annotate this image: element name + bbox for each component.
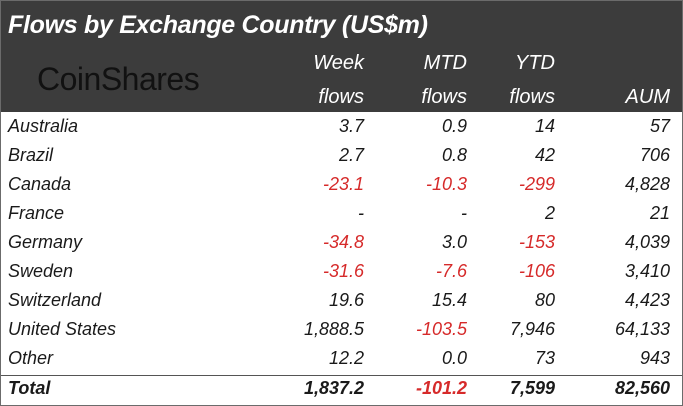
mtd-value: - xyxy=(461,203,467,223)
table-row: Brazil 2.7 0.8 42 706 xyxy=(1,143,682,172)
country-name: Switzerland xyxy=(8,290,102,310)
mtd-value: 15.4 xyxy=(431,290,467,310)
ytd-value: 42 xyxy=(534,145,555,165)
table-body: Australia 3.7 0.9 14 57 Brazil 2.7 0.8 42 706 Cana… xyxy=(1,114,682,375)
table-title: Flows by Exchange Country (US$m) xyxy=(8,11,428,39)
mtd-value: 0.0 xyxy=(441,348,467,368)
ytd-value: 80 xyxy=(534,290,555,310)
coinshares-logo: CoinShares xyxy=(37,61,200,97)
country-name: Brazil xyxy=(8,145,54,165)
table-row: United States 1,888.5 -103.5 7,946 64,133 xyxy=(1,317,682,346)
table-row: Canada -23.1 -10.3 -299 4,828 xyxy=(1,172,682,201)
country-name: Sweden xyxy=(8,261,74,281)
mtd-value: 0.9 xyxy=(441,116,467,136)
table-row: France - - 2 21 xyxy=(1,201,682,230)
mtd-value: 0.8 xyxy=(441,145,467,165)
country-name: United States xyxy=(8,319,117,339)
week-value: 3.7 xyxy=(338,116,364,136)
aum-value: 943 xyxy=(639,348,670,368)
ytd-value: 73 xyxy=(534,348,555,368)
table-row: Sweden -31.6 -7.6 -106 3,410 xyxy=(1,259,682,288)
week-value: - xyxy=(358,203,364,223)
mtd-value: -10.3 xyxy=(425,174,467,194)
ytd-value: -299 xyxy=(518,174,555,194)
country-name: Canada xyxy=(8,174,72,194)
table-row: Other 12.2 0.0 73 943 xyxy=(1,346,682,375)
table-row: Switzerland 19.6 15.4 80 4,423 xyxy=(1,288,682,317)
week-value: -34.8 xyxy=(322,232,364,252)
week-value: 2.7 xyxy=(338,145,364,165)
ytd-value: 2 xyxy=(544,203,555,223)
col-mtd-line1: MTD xyxy=(423,52,467,74)
country-name: Germany xyxy=(8,232,83,252)
ytd-value: 7,946 xyxy=(509,319,555,339)
table-row: Australia 3.7 0.9 14 57 xyxy=(1,114,682,143)
week-value: 1,888.5 xyxy=(303,319,364,339)
aum-value: 57 xyxy=(649,116,670,136)
aum-value: 3,410 xyxy=(624,261,670,281)
mtd-value: -103.5 xyxy=(415,319,467,339)
aum-value: 21 xyxy=(649,203,670,223)
col-week-line1: Week xyxy=(313,52,364,74)
total-mtd: -101.2 xyxy=(415,378,467,398)
aum-value: 4,828 xyxy=(624,174,670,194)
col-ytd-line2: flows xyxy=(509,86,555,108)
aum-value: 64,133 xyxy=(614,319,670,339)
aum-value: 4,039 xyxy=(624,232,670,252)
week-value: 12.2 xyxy=(328,348,364,368)
table-header: Flows by Exchange Country (US$m) CoinSha… xyxy=(1,1,682,112)
mtd-value: -7.6 xyxy=(435,261,467,281)
total-aum: 82,560 xyxy=(614,378,670,398)
table-row: Germany -34.8 3.0 -153 4,039 xyxy=(1,230,682,259)
week-value: 19.6 xyxy=(328,290,364,310)
country-name: Other xyxy=(8,348,54,368)
country-name: Australia xyxy=(8,116,79,136)
week-value: -31.6 xyxy=(322,261,364,281)
total-row: Total 1,837.2 -101.2 7,599 82,560 xyxy=(1,375,682,405)
ytd-value: 14 xyxy=(534,116,555,136)
total-week: 1,837.2 xyxy=(303,378,364,398)
col-week-line2: flows xyxy=(318,86,364,108)
col-aum-line2: AUM xyxy=(625,86,670,108)
ytd-value: -153 xyxy=(518,232,555,252)
aum-value: 4,423 xyxy=(624,290,670,310)
col-ytd-line1: YTD xyxy=(515,52,555,74)
mtd-value: 3.0 xyxy=(441,232,467,252)
total-label: Total xyxy=(8,378,51,398)
ytd-value: -106 xyxy=(518,261,555,281)
total-ytd: 7,599 xyxy=(509,378,555,398)
week-value: -23.1 xyxy=(322,174,364,194)
aum-value: 706 xyxy=(639,145,670,165)
country-name: France xyxy=(8,203,65,223)
col-mtd-line2: flows xyxy=(421,86,467,108)
